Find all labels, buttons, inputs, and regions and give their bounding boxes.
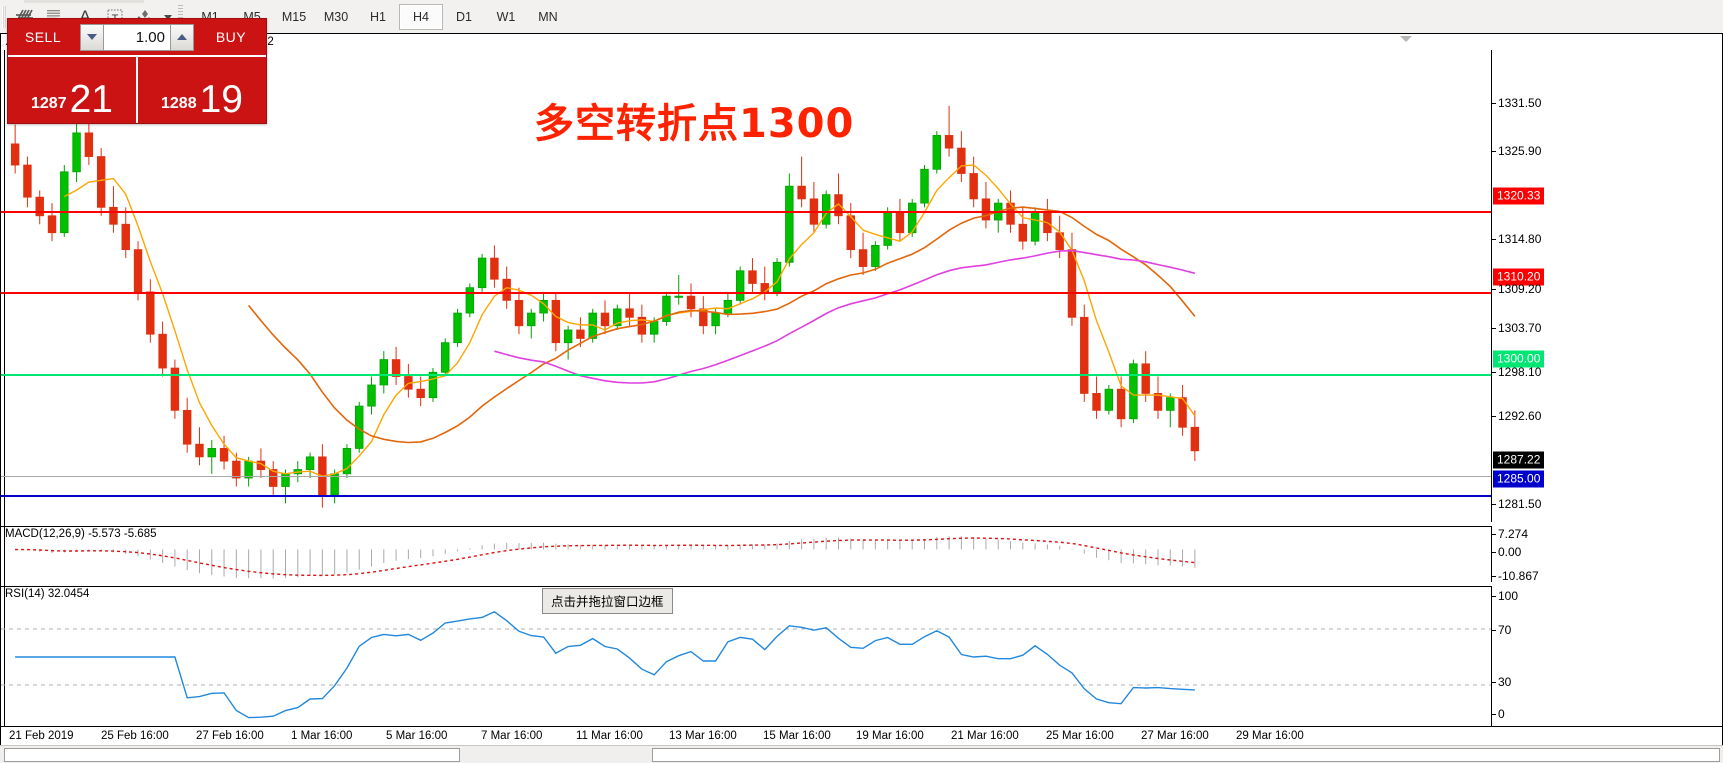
trade-panel-quotes: 1287 21 1288 19 — [8, 57, 266, 123]
timeframe-m15[interactable]: M15 — [281, 9, 307, 24]
price-axis[interactable]: 1331.50 1325.90 1320.33 1314.80 1310.20 … — [1491, 50, 1723, 522]
current-price-badge: 1287.22 — [1493, 451, 1545, 469]
main-toolbar: E F A T — [0, 0, 1723, 34]
price-tick: 1314.80 — [1491, 232, 1542, 246]
time-axis-label: 7 Mar 16:00 — [481, 730, 543, 742]
resize-tooltip: 点击并拖拉窗口边框 — [542, 588, 673, 614]
level-line-1300 — [1, 374, 1491, 376]
time-axis-label: 25 Feb 16:00 — [101, 730, 169, 742]
macd-tick: 0.00 — [1491, 545, 1522, 559]
one-click-trading-panel: SELL 1.00 BUY 1287 21 1288 19 — [7, 18, 267, 124]
buy-price-pips: 19 — [199, 78, 243, 122]
time-axis-label: 11 Mar 16:00 — [576, 730, 643, 742]
sell-price-pips: 21 — [69, 78, 113, 122]
rsi-label: RSI(14) 32.0454 — [5, 588, 90, 600]
rsi-tick: 100 — [1491, 589, 1519, 603]
price-chart-svg — [10, 105, 1200, 508]
chevron-up-icon — [177, 34, 187, 40]
price-tick: 1303.70 — [1491, 321, 1542, 335]
macd-pane[interactable]: MACD(12,26,9) -5.573 -5.685 — [1, 526, 1491, 583]
volume-increase-button[interactable] — [170, 23, 194, 51]
rsi-tick: 70 — [1491, 623, 1512, 637]
level-line-1310 — [1, 292, 1491, 294]
price-tick: 1281.50 — [1491, 497, 1542, 511]
timeframe-toolbar-grip[interactable] — [178, 4, 183, 29]
time-axis-label: 21 Mar 16:00 — [951, 730, 1019, 742]
time-axis-label: 1 Mar 16:00 — [291, 730, 353, 742]
rsi-axis: 100 70 30 0 — [1491, 586, 1723, 726]
volume-stepper[interactable]: 1.00 — [80, 23, 194, 51]
chart-annotation-text: 多空转折点1300 — [534, 101, 855, 147]
timeframe-h4[interactable]: H4 — [399, 3, 443, 30]
horizontal-scrollbar[interactable] — [652, 748, 1720, 762]
time-axis[interactable]: 21 Feb 2019 25 Feb 16:00 27 Feb 16:00 1 Mar… — [1, 726, 1722, 745]
trade-panel-divider — [8, 55, 266, 57]
volume-decrease-button[interactable] — [80, 23, 104, 51]
price-level-badge-1320: 1320.33 — [1493, 187, 1545, 205]
price-tick: 1309.20 — [1491, 282, 1542, 296]
chart-window: ▲ XAUUSD, H4 1287.03 1287.65 1286.33 128… — [0, 33, 1723, 745]
macd-label: MACD(12,26,9) -5.573 -5.685 — [5, 528, 157, 540]
chart-tab-strip[interactable] — [4, 748, 460, 762]
toolbar-notch — [24, 0, 144, 3]
trade-panel-header: SELL 1.00 BUY — [8, 19, 266, 55]
rsi-tick: 30 — [1491, 675, 1512, 689]
buy-price-quote[interactable]: 1288 19 — [138, 57, 266, 123]
price-tick: 1331.50 — [1491, 96, 1542, 110]
price-tick: 1298.10 — [1491, 365, 1542, 379]
time-axis-label: 21 Feb 2019 — [9, 730, 74, 742]
current-price-line — [1, 476, 1491, 477]
objects-dropdown-caret-icon[interactable] — [160, 4, 176, 30]
bottom-status-bar — [0, 745, 1723, 763]
chart-left-border — [1, 50, 5, 726]
timeframe-mn[interactable]: MN — [538, 9, 558, 24]
text-label-icon[interactable]: A — [79, 6, 91, 26]
price-level-badge-1285: 1285.00 — [1493, 470, 1545, 488]
price-level-badge-1300: 1300.00 — [1493, 350, 1545, 368]
level-line-1285 — [1, 495, 1491, 497]
buy-button[interactable]: BUY — [215, 29, 247, 45]
macd-tick: 7.274 — [1491, 527, 1529, 541]
level-line-1320 — [1, 211, 1491, 213]
rsi-tick: 0 — [1492, 707, 1505, 721]
time-axis-label: 13 Mar 16:00 — [669, 730, 737, 742]
macd-chart-svg — [15, 536, 1196, 579]
macd-tick: -10.867 — [1492, 569, 1539, 583]
price-pane[interactable] — [1, 50, 1491, 522]
timeframe-h1[interactable]: H1 — [370, 9, 386, 24]
sell-price-quote[interactable]: 1287 21 — [8, 57, 138, 123]
price-tick: 1292.60 — [1491, 409, 1542, 423]
sell-price-integer: 1287 — [31, 95, 67, 112]
rsi-chart-svg — [1, 610, 1491, 719]
macd-axis: 7.274 0.00 -10.867 — [1491, 526, 1723, 583]
time-axis-label: 27 Feb 16:00 — [196, 730, 264, 742]
chevron-down-icon — [87, 34, 97, 40]
volume-input[interactable]: 1.00 — [104, 23, 170, 51]
time-axis-label: 15 Mar 16:00 — [763, 730, 831, 742]
time-axis-label: 19 Mar 16:00 — [856, 730, 924, 742]
time-axis-label: 5 Mar 16:00 — [386, 730, 448, 742]
sell-button[interactable]: SELL — [24, 29, 62, 45]
rsi-pane[interactable]: RSI(14) 32.0454 — [1, 586, 1491, 727]
price-level-badge-1310: 1310.20 — [1493, 268, 1545, 286]
toolbar-drag-grip[interactable] — [2, 5, 7, 28]
buy-price-integer: 1288 — [161, 95, 197, 112]
window-caret-icon[interactable] — [1400, 36, 1412, 42]
time-axis-label: 27 Mar 16:00 — [1141, 730, 1209, 742]
timeframe-d1[interactable]: D1 — [456, 9, 472, 24]
timeframe-m30[interactable]: M30 — [323, 9, 349, 24]
timeframe-w1[interactable]: W1 — [496, 9, 516, 24]
price-tick: 1325.90 — [1491, 144, 1542, 158]
time-axis-label: 29 Mar 16:00 — [1236, 730, 1304, 742]
time-axis-label: 25 Mar 16:00 — [1046, 730, 1114, 742]
